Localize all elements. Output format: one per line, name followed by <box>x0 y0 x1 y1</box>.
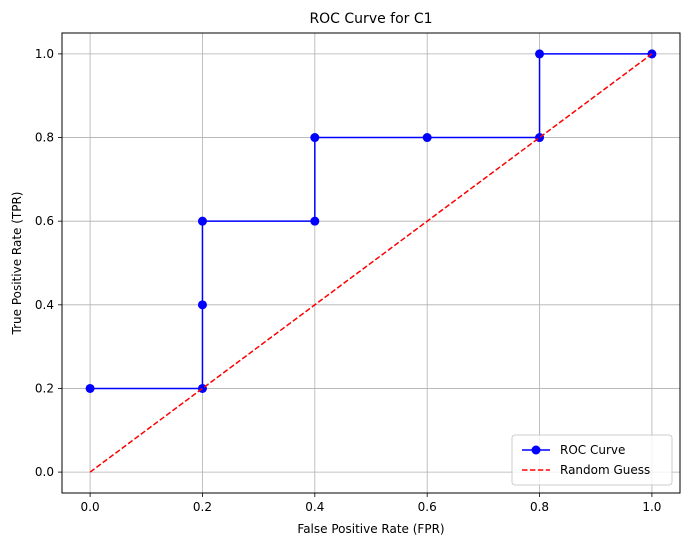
chart-title: ROC Curve for C1 <box>309 11 432 27</box>
axis-ticks: 0.0 0.2 0.4 0.6 0.8 1.0 0.0 0.2 0.4 0.6 0.8 1.0 <box>35 47 662 514</box>
legend: ROC Curve Random Guess <box>511 434 673 486</box>
y-tick-label: 1.0 <box>35 47 54 61</box>
legend-marker-roc-curve <box>531 445 541 455</box>
x-tick-label: 0.2 <box>193 500 212 514</box>
x-tick-label: 1.0 <box>642 500 661 514</box>
x-tick-label: 0.4 <box>305 500 324 514</box>
y-tick-label: 0.4 <box>35 298 54 312</box>
roc-curve-line <box>90 53 652 390</box>
roc-curve-point <box>310 133 320 143</box>
random-guess-line <box>89 53 653 473</box>
legend-label-roc-curve: ROC Curve <box>560 443 625 457</box>
roc-curve-point <box>197 216 207 226</box>
y-tick-label: 0.2 <box>35 381 54 395</box>
plot-series <box>85 49 657 473</box>
y-tick-label: 0.8 <box>35 131 54 145</box>
roc-curve-point <box>197 300 207 310</box>
y-axis-label: True Positive Rate (TPR) <box>10 192 24 336</box>
roc-curve-point <box>310 216 320 226</box>
legend-label-random-guess: Random Guess <box>560 463 650 477</box>
y-tick-label: 0.0 <box>35 465 54 479</box>
x-tick-label: 0.6 <box>418 500 437 514</box>
roc-curve-point <box>535 49 545 59</box>
x-tick-label: 0.0 <box>81 500 100 514</box>
x-axis-label: False Positive Rate (FPR) <box>297 522 444 536</box>
roc-curve-point <box>422 133 432 143</box>
legend-box <box>511 434 673 486</box>
roc-curve-point <box>85 383 95 393</box>
x-tick-label: 0.8 <box>530 500 549 514</box>
y-tick-label: 0.6 <box>35 214 54 228</box>
plot-frame <box>61 32 681 494</box>
